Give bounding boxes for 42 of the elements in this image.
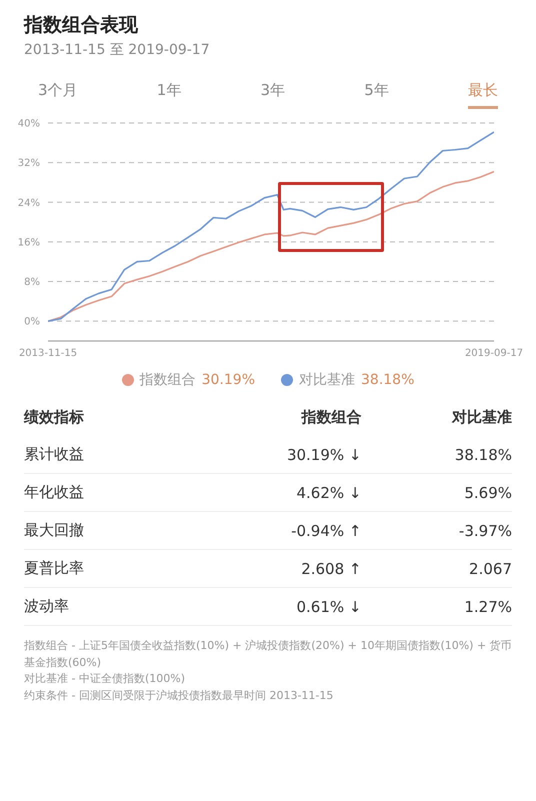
text: -3.97%: [361, 512, 512, 550]
y-tick-label: 8%: [24, 277, 40, 288]
x-tick-label: 2019-09-17: [464, 348, 524, 360]
y-tick-label: 32%: [18, 158, 40, 170]
text: -0.94% ↑: [174, 512, 362, 550]
y-tick-label: 16%: [18, 237, 40, 248]
text: 累计收益: [24, 436, 175, 474]
text: 约束条件 - 回测区间受限于沪城投债指数最早时间 2013-11-15: [24, 688, 334, 704]
text: 1.27%: [361, 588, 512, 626]
text: 波动率: [24, 588, 175, 626]
y-tick-label: 0%: [24, 316, 40, 328]
text: 2.067: [361, 550, 512, 588]
text: 4.62% ↓: [174, 474, 362, 512]
text: 对比基准: [450, 407, 512, 428]
text: 对比基准 - 中证全债指数(100%): [24, 671, 186, 687]
text: 年化收益: [24, 474, 175, 512]
legend-label: 对比基准: [299, 371, 355, 389]
legend-label: 指数组合: [140, 371, 196, 389]
text: 38.18%: [361, 372, 414, 388]
text: 1年: [156, 81, 182, 101]
text: 3年: [260, 81, 286, 101]
text: 夏普比率: [24, 550, 175, 588]
y-tick-label: 24%: [18, 198, 40, 209]
text: 30.19%: [202, 372, 255, 388]
text: 绩效指标: [24, 407, 85, 428]
text: 3个月: [38, 81, 78, 101]
text: 指数组合 - 上证5年国债全收益指数(10%) + 沪城投债指数(20%) + 10年期国债指数(10%) + 货币基金指数(60%): [24, 638, 512, 670]
text: 38.18%: [361, 436, 512, 474]
chart-subtitle: 2013-11-15 至 2019-09-17: [24, 41, 211, 59]
chart-title: 指数组合表现: [24, 13, 139, 38]
text: 5.69%: [361, 474, 512, 512]
text: 最长: [468, 81, 498, 109]
text: 5年: [364, 81, 389, 101]
text: 0.61% ↓: [174, 588, 362, 626]
text: 2.608 ↑: [174, 550, 362, 588]
line-series: [48, 170, 494, 322]
y-tick-label: 40%: [18, 118, 40, 130]
text: 指数组合: [300, 407, 362, 428]
x-tick-label: 2013-11-15: [18, 348, 78, 360]
text: 30.19% ↓: [174, 436, 362, 474]
line-series: [48, 131, 494, 322]
text: 最大回撤: [24, 512, 175, 550]
